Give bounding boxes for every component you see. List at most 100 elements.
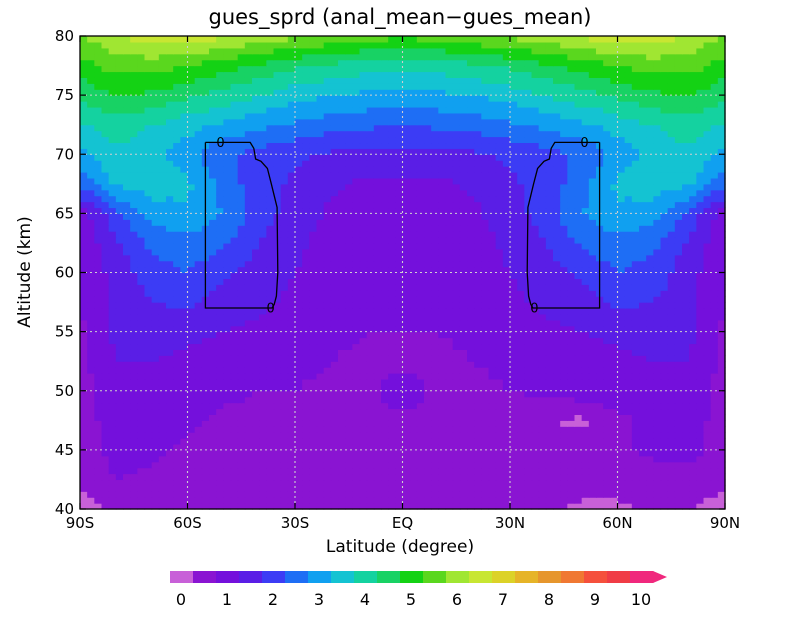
heatmap-cell <box>445 378 454 386</box>
heatmap-cell <box>80 384 88 392</box>
heatmap-cell <box>459 491 468 498</box>
heatmap-cell <box>359 349 368 356</box>
heatmap-cell <box>94 467 103 475</box>
heatmap-cell <box>445 420 454 427</box>
heatmap-cell <box>316 189 325 197</box>
heatmap-cell <box>94 485 103 492</box>
heatmap-cell <box>366 408 375 415</box>
heatmap-cell <box>101 302 110 309</box>
heatmap-cell <box>309 467 318 475</box>
heatmap-cell <box>309 343 318 350</box>
heatmap-cell <box>717 473 726 481</box>
heatmap-cell <box>502 443 511 451</box>
heatmap-cell <box>481 378 490 386</box>
heatmap-cell <box>144 284 153 291</box>
heatmap-cell <box>137 455 146 463</box>
heatmap-cell <box>517 473 525 481</box>
heatmap-cell <box>574 355 583 362</box>
heatmap-cell <box>187 361 196 368</box>
heatmap-cell <box>409 373 418 380</box>
heatmap-cell <box>553 272 561 280</box>
heatmap-cell <box>180 313 189 321</box>
heatmap-cell <box>660 367 669 374</box>
heatmap-cell <box>531 491 540 498</box>
heatmap-cell <box>567 254 576 262</box>
heatmap-cell <box>316 473 325 481</box>
heatmap-cell <box>223 485 232 492</box>
heatmap-cell <box>524 426 533 433</box>
heatmap-cell <box>252 349 260 356</box>
heatmap-cell <box>381 254 389 262</box>
heatmap-cell <box>309 497 318 504</box>
heatmap-cell <box>373 219 382 226</box>
heatmap-cell <box>108 396 117 404</box>
heatmap-cell <box>545 189 554 197</box>
heatmap-cell <box>538 355 547 362</box>
heatmap-cell <box>209 325 217 333</box>
heatmap-cell <box>667 485 676 492</box>
heatmap-cell <box>273 331 282 339</box>
heatmap-cell <box>631 225 640 232</box>
heatmap-cell <box>667 248 676 256</box>
heatmap-cell <box>359 503 368 510</box>
heatmap-cell <box>710 443 719 451</box>
heatmap-cell <box>624 449 633 457</box>
heatmap-cell <box>474 473 482 481</box>
heatmap-cell <box>574 272 583 280</box>
heatmap-cell <box>538 396 547 404</box>
heatmap-cell <box>137 414 146 421</box>
heatmap-cell <box>682 408 690 415</box>
heatmap-cell <box>624 432 633 439</box>
heatmap-cell <box>424 349 432 356</box>
heatmap-cell <box>631 343 640 350</box>
heatmap-cell <box>495 443 504 451</box>
heatmap-cell <box>481 455 490 463</box>
heatmap-cell <box>237 432 246 439</box>
heatmap-cell <box>667 467 676 475</box>
heatmap-cell <box>431 449 439 457</box>
heatmap-cell <box>244 302 253 309</box>
heatmap-cell <box>424 467 432 475</box>
heatmap-cell <box>517 384 525 392</box>
heatmap-cell <box>424 455 432 463</box>
heatmap-cell <box>359 355 368 362</box>
heatmap-cell <box>431 231 439 238</box>
heatmap-cell <box>108 201 117 209</box>
heatmap-cell <box>252 426 260 433</box>
heatmap-cell <box>409 219 418 226</box>
heatmap-cell <box>151 467 160 475</box>
heatmap-cell <box>581 290 590 297</box>
heatmap-cell <box>610 337 619 345</box>
heatmap-cell <box>395 195 404 203</box>
heatmap-cell <box>201 449 210 457</box>
heatmap-cell <box>646 455 654 463</box>
heatmap-cell <box>123 343 131 350</box>
heatmap-cell <box>201 337 210 345</box>
heatmap-cell <box>280 313 289 321</box>
heatmap-cell <box>101 402 110 410</box>
heatmap-cell <box>538 237 547 244</box>
heatmap-cell <box>474 242 482 250</box>
heatmap-cell <box>710 189 719 197</box>
heatmap-cell <box>553 361 561 368</box>
heatmap-cell <box>710 242 719 250</box>
heatmap-cell <box>646 195 654 203</box>
heatmap-cell <box>244 272 253 280</box>
heatmap-cell <box>158 284 167 291</box>
heatmap-cell <box>287 361 296 368</box>
heatmap-cell <box>481 367 490 374</box>
heatmap-cell <box>639 503 647 510</box>
heatmap-cell <box>682 331 690 339</box>
heatmap-cell <box>402 278 411 285</box>
heatmap-cell <box>359 408 368 415</box>
heatmap-cell <box>373 207 382 214</box>
heatmap-cell <box>631 278 640 285</box>
heatmap-cell <box>108 213 117 220</box>
heatmap-cell <box>452 331 461 339</box>
heatmap-cell <box>316 438 325 445</box>
heatmap-cell <box>259 189 267 197</box>
heatmap-cell <box>323 473 332 481</box>
heatmap-cell <box>381 290 389 297</box>
heatmap-cell <box>252 225 260 232</box>
heatmap-cell <box>710 272 719 280</box>
